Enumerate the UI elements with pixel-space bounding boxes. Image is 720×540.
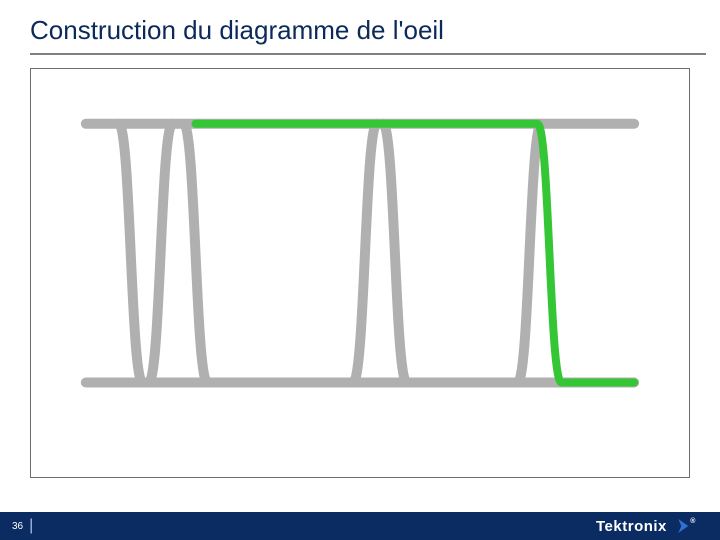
footer-bar: 36 | Tektronix ® [0,512,720,540]
svg-text:®: ® [690,517,696,525]
page-number: 36 [12,521,23,532]
eye-diagram [31,69,689,477]
slide: Construction du diagramme de l'oeil 36 |… [0,0,720,540]
svg-text:Tektronix: Tektronix [596,518,667,535]
title-underline [30,53,706,55]
page-separator: | [29,517,33,535]
eye-diagram-frame [30,68,690,478]
page-title: Construction du diagramme de l'oeil [30,15,444,46]
brand-logo: Tektronix ® [596,512,706,540]
